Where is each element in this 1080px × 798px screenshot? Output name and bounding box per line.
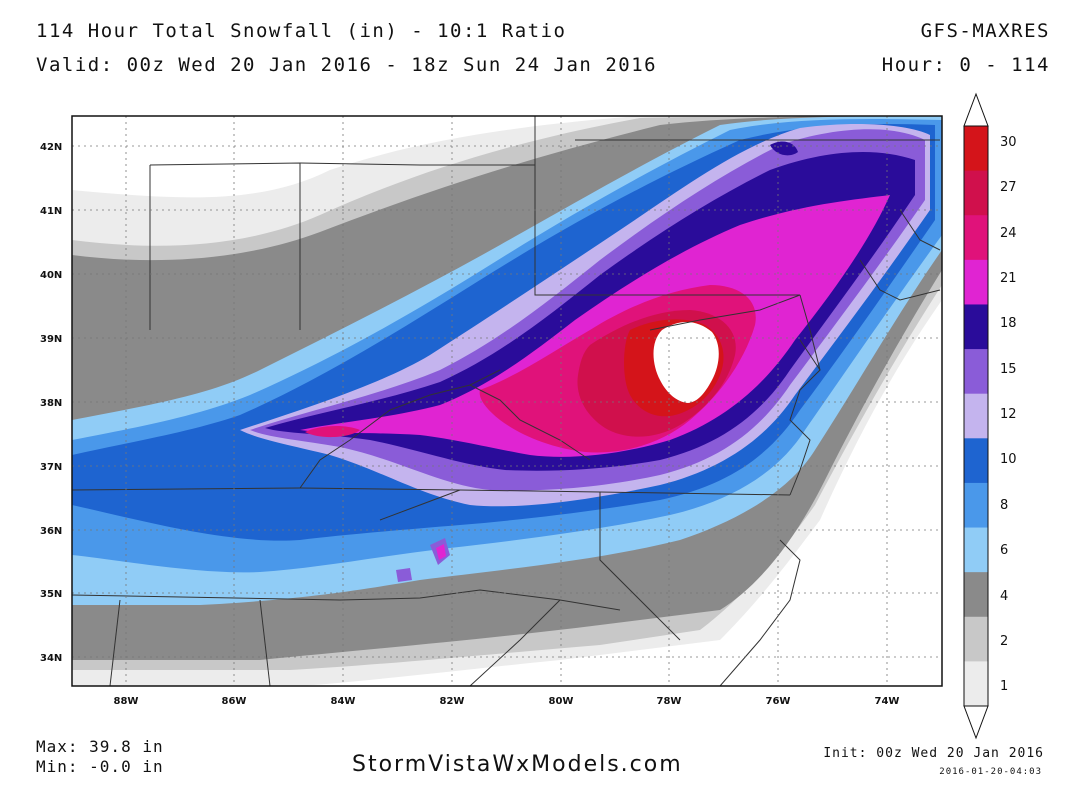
lon-label: 76W <box>766 696 791 707</box>
max-value: Max: 39.8 in <box>36 737 164 756</box>
lat-label: 37N <box>40 462 62 473</box>
lat-label: 42N <box>40 142 62 153</box>
lon-label: 86W <box>222 696 247 707</box>
snowfall-shading <box>72 116 942 686</box>
lon-label: 82W <box>440 696 465 707</box>
lon-label: 74W <box>875 696 900 707</box>
forecast-hours: Hour: 0 - 114 <box>881 54 1050 76</box>
lat-label: 39N <box>40 334 62 345</box>
colorbar-swatch <box>964 527 988 573</box>
valid-period: Valid: 00z Wed 20 Jan 2016 - 18z Sun 24 … <box>36 54 658 76</box>
colorbar-swatch <box>964 482 988 529</box>
lon-label: 80W <box>549 696 574 707</box>
colorbar-label: 12 <box>1000 407 1017 422</box>
min-value: Min: -0.0 in <box>36 757 164 776</box>
colorbar-label: 6 <box>1000 543 1009 558</box>
colorbar-swatch <box>964 304 988 350</box>
lon-label: 88W <box>114 696 139 707</box>
colorbar-label: 1 <box>1000 679 1009 694</box>
colorbar-label: 24 <box>1000 226 1017 241</box>
map-title: 114 Hour Total Snowfall (in) - 10:1 Rati… <box>36 20 567 42</box>
colorbar-swatch <box>964 572 988 618</box>
colorbar-swatch <box>964 170 988 216</box>
colorbar-label: 27 <box>1000 180 1017 195</box>
colorbar-top-arrow <box>963 92 989 127</box>
lat-label: 40N <box>40 270 62 281</box>
colorbar-label: 21 <box>1000 271 1017 286</box>
colorbar-swatch <box>964 259 988 305</box>
colorbar-swatch <box>964 126 988 172</box>
colorbar-swatch <box>964 438 988 484</box>
lat-lon-grid <box>72 116 942 686</box>
lat-label: 35N <box>40 589 62 600</box>
colorbar-swatch <box>964 393 988 439</box>
colorbar-swatch <box>964 661 988 707</box>
colorbar-label: 18 <box>1000 316 1017 331</box>
lat-label: 34N <box>40 653 62 664</box>
colorbar-swatch <box>964 616 988 662</box>
colorbar-bottom-arrow <box>963 705 989 740</box>
lat-label: 36N <box>40 526 62 537</box>
colorbar-label: 30 <box>1000 135 1017 150</box>
site-watermark: StormVistaWxModels.com <box>352 752 683 777</box>
model-name: GFS-MAXRES <box>920 20 1050 42</box>
longitude-labels: 88W 86W 84W 82W 80W 78W 76W 74W <box>114 696 900 707</box>
colorbar-label: 2 <box>1000 634 1009 649</box>
colorbar-swatch <box>964 215 988 261</box>
latitude-labels: 42N 41N 40N 39N 38N 37N 36N 35N 34N <box>40 142 62 664</box>
lat-label: 38N <box>40 398 62 409</box>
colorbar-label: 8 <box>1000 498 1009 513</box>
colorbar <box>963 92 989 740</box>
lon-label: 84W <box>331 696 356 707</box>
generated-timestamp: 2016-01-20-04:03 <box>939 767 1042 777</box>
lon-label: 78W <box>657 696 682 707</box>
colorbar-label: 4 <box>1000 589 1009 604</box>
colorbar-swatch <box>964 349 988 395</box>
lat-label: 41N <box>40 206 62 217</box>
init-time: Init: 00z Wed 20 Jan 2016 <box>823 746 1044 761</box>
colorbar-label: 15 <box>1000 362 1017 377</box>
colorbar-label: 10 <box>1000 452 1017 467</box>
max-min-values: Max: 39.8 in Min: -0.0 in <box>36 737 164 777</box>
colorbar-frame <box>963 125 989 707</box>
map-frame <box>71 115 943 687</box>
